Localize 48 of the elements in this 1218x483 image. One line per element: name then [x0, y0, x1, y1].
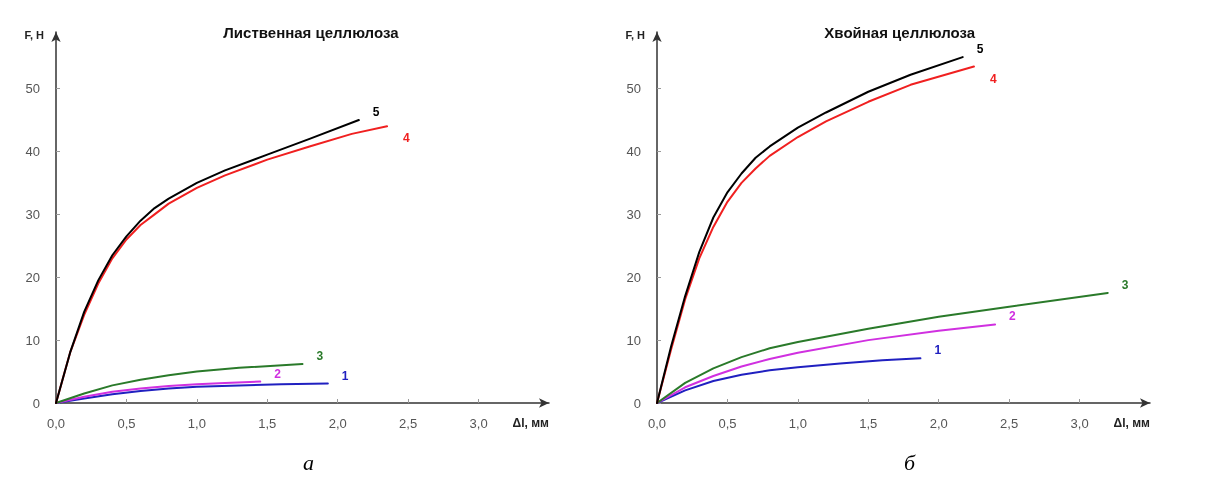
y-tick-label: 40 [626, 143, 641, 159]
series-label: 5 [976, 42, 984, 57]
x-tick-label: 2,5 [1000, 416, 1019, 431]
y-tick-label: 20 [626, 269, 641, 285]
chart-title: Хвойная целлюлоза [824, 24, 976, 41]
y-tick-label: 0 [32, 395, 40, 411]
x-axis-title: Δl, мм [1113, 416, 1151, 430]
series-label: 2 [1009, 309, 1017, 324]
line-series [656, 323, 997, 404]
series-label: 2 [274, 366, 282, 381]
line-series [55, 382, 329, 404]
x-tick-label: 3,0 [1070, 416, 1089, 431]
line-series [656, 291, 1109, 404]
series-label: 1 [341, 368, 349, 383]
y-tick-label: 30 [626, 206, 641, 222]
x-tick-label: 3,0 [469, 416, 488, 431]
y-tick-label: 40 [25, 143, 40, 159]
series-label: 4 [403, 131, 411, 146]
series-label: 4 [989, 71, 997, 86]
x-tick-label: 2,5 [399, 416, 418, 431]
x-tick-label: 1,5 [859, 416, 878, 431]
x-tick-label: 0,5 [117, 416, 136, 431]
series-label: 3 [316, 349, 324, 364]
y-tick-label: 0 [633, 395, 641, 411]
y-tick-label: 50 [626, 81, 641, 97]
text: а [303, 449, 314, 475]
x-tick-label: 1,5 [258, 416, 277, 431]
y-tick-label: 10 [25, 332, 40, 348]
x-tick-label: 1,0 [788, 416, 807, 431]
x-tick-label: 0,0 [647, 416, 667, 431]
x-tick-label: 2,0 [328, 416, 347, 431]
y-axis-title: F, Н [24, 28, 45, 41]
x-tick-label: 2,0 [929, 416, 948, 431]
y-tick-label: 20 [25, 269, 40, 285]
y-axis-title: F, Н [625, 28, 646, 41]
x-tick-label: 1,0 [187, 416, 206, 431]
x-axis-title: Δl, мм [512, 416, 550, 430]
line-series [55, 363, 304, 404]
x-tick-label: 0,5 [718, 416, 737, 431]
series-label: 3 [1121, 277, 1129, 292]
series-label: 5 [372, 105, 380, 120]
chart-title: Лиственная целлюлоза [223, 24, 400, 41]
y-tick-label: 10 [626, 332, 641, 348]
series-label: 1 [934, 343, 942, 358]
y-tick-label: 30 [25, 206, 40, 222]
x-tick-label: 0,0 [46, 416, 66, 431]
y-tick-label: 50 [25, 81, 40, 97]
text: б [903, 449, 916, 475]
